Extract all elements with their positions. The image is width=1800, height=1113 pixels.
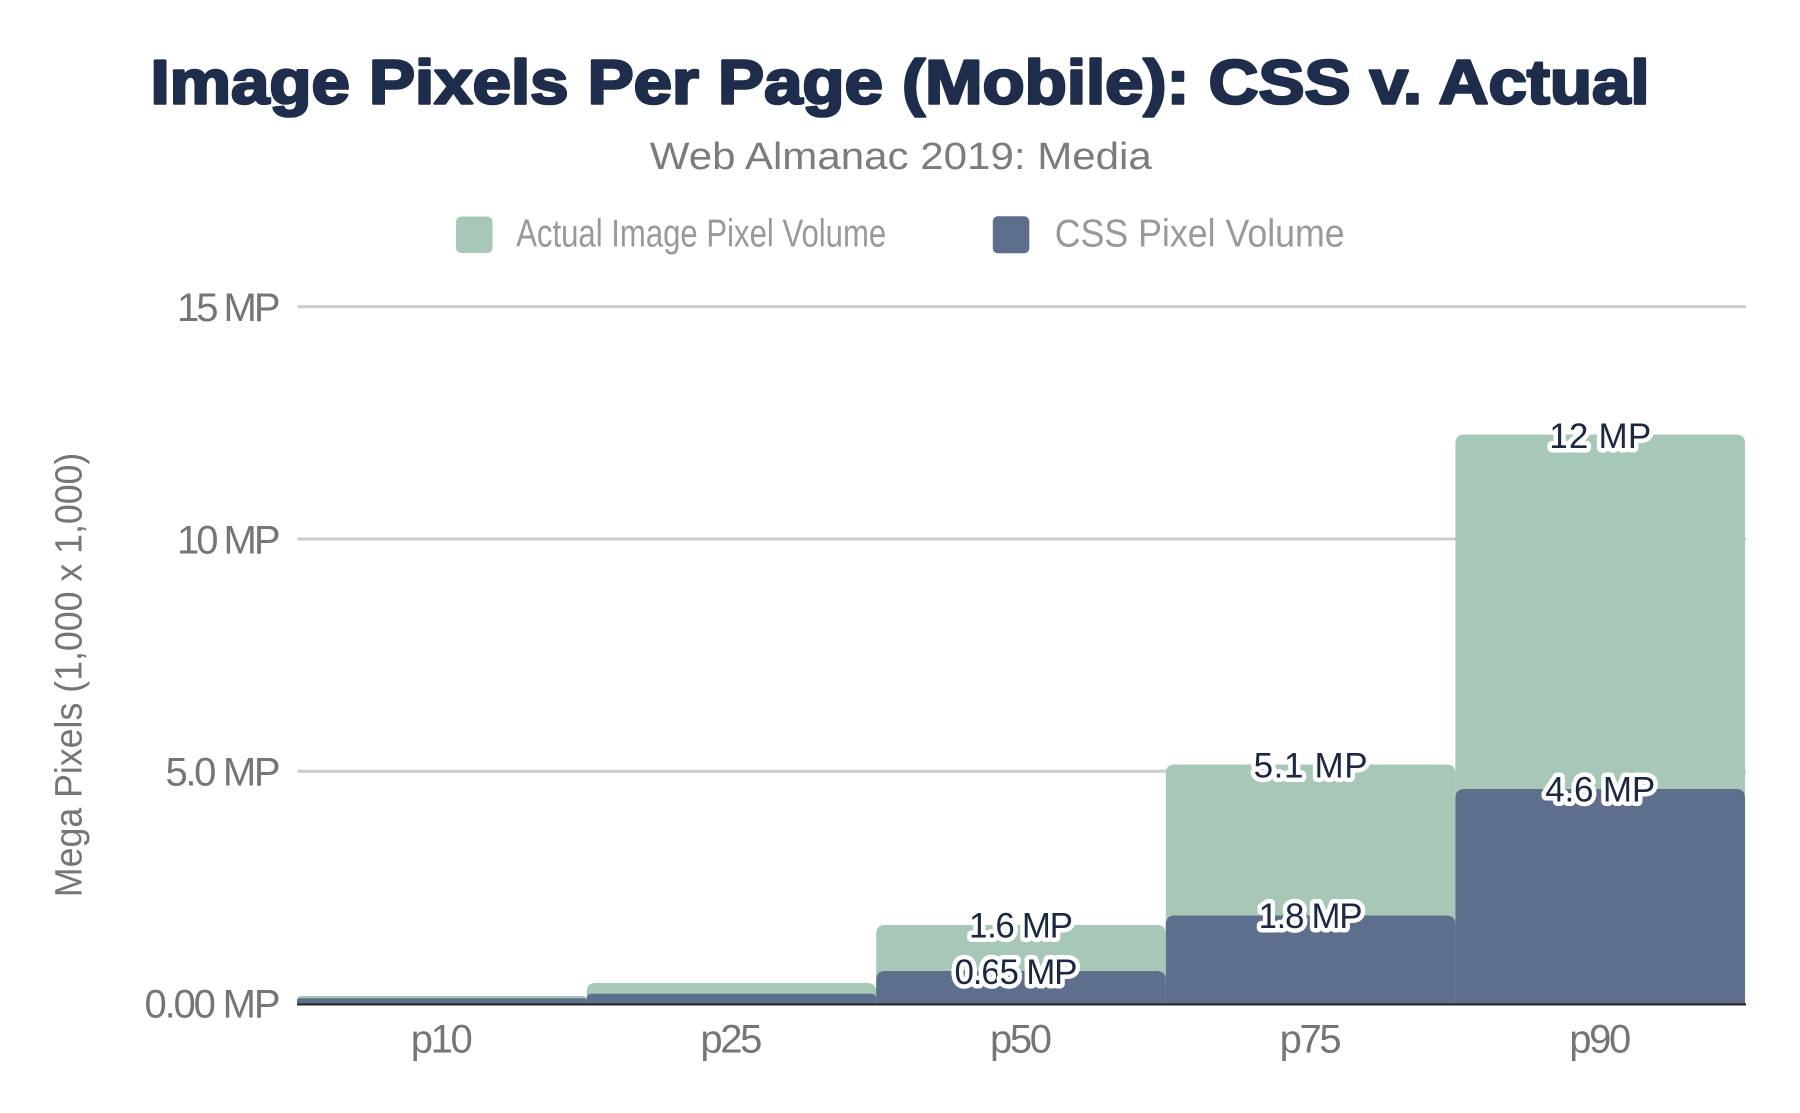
svg-text:p25: p25 — [700, 1018, 762, 1062]
svg-text:p50: p50 — [990, 1018, 1052, 1062]
svg-text:4.6 MP: 4.6 MP — [1545, 771, 1655, 810]
svg-text:12 MP: 12 MP — [1549, 417, 1651, 456]
svg-text:p90: p90 — [1569, 1018, 1631, 1062]
svg-text:p10: p10 — [411, 1018, 473, 1062]
svg-text:Image Pixels Per Page (Mobile): Image Pixels Per Page (Mobile): CSS v. A… — [151, 48, 1650, 117]
svg-text:5.0 MP: 5.0 MP — [166, 751, 281, 795]
svg-text:p75: p75 — [1280, 1018, 1342, 1062]
svg-text:0.65 MP: 0.65 MP — [955, 953, 1078, 992]
svg-text:1.6 MP: 1.6 MP — [969, 907, 1073, 946]
svg-text:Web Almanac 2019: Media: Web Almanac 2019: Media — [650, 136, 1153, 178]
svg-text:0.00 MP: 0.00 MP — [145, 983, 281, 1027]
svg-text:5.1 MP: 5.1 MP — [1254, 747, 1368, 786]
svg-text:10 MP: 10 MP — [177, 518, 281, 562]
svg-text:CSS Pixel Volume: CSS Pixel Volume — [1055, 213, 1345, 256]
svg-text:1.8 MP: 1.8 MP — [1259, 897, 1363, 936]
svg-text:Mega Pixels (1,000 x 1,000): Mega Pixels (1,000 x 1,000) — [49, 453, 91, 897]
svg-text:Actual Image Pixel Volume: Actual Image Pixel Volume — [516, 213, 886, 256]
svg-text:15 MP: 15 MP — [177, 286, 281, 330]
